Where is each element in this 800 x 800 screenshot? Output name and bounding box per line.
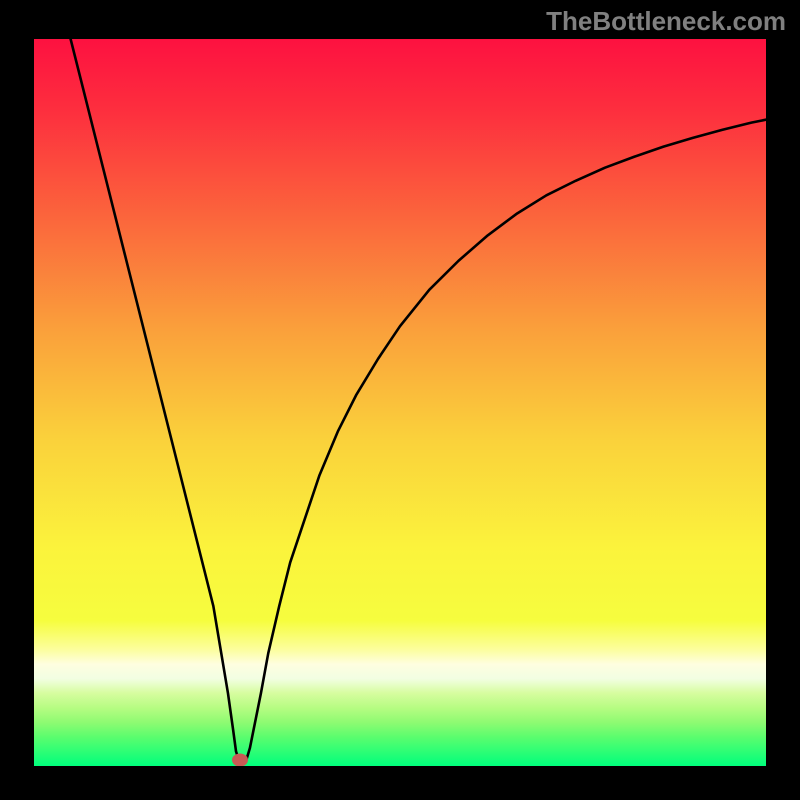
curve-svg — [34, 39, 766, 766]
chart-stage: TheBottleneck.com — [0, 0, 800, 800]
watermark-label: TheBottleneck.com — [546, 6, 786, 37]
plot-area — [34, 39, 766, 766]
bottleneck-curve — [71, 39, 766, 762]
minimum-marker — [232, 754, 248, 766]
